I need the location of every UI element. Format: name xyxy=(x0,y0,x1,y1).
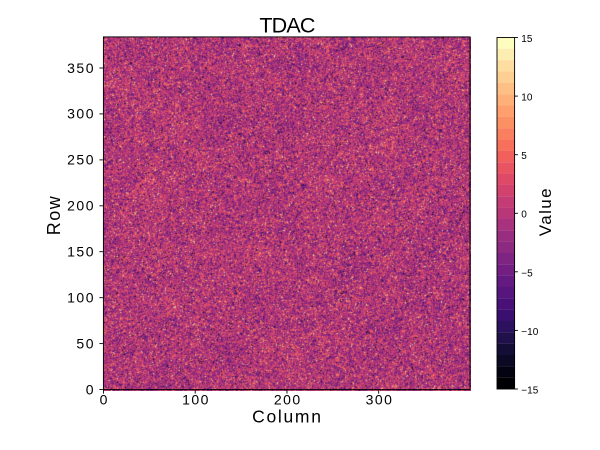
svg-text:50: 50 xyxy=(76,335,95,351)
svg-text:−10: −10 xyxy=(521,327,538,338)
svg-text:0: 0 xyxy=(86,381,95,397)
svg-text:300: 300 xyxy=(366,392,394,408)
svg-text:150: 150 xyxy=(67,244,95,260)
svg-text:100: 100 xyxy=(182,392,210,408)
svg-text:350: 350 xyxy=(67,60,95,76)
svg-text:250: 250 xyxy=(67,152,95,168)
svg-text:300: 300 xyxy=(67,106,95,122)
svg-text:200: 200 xyxy=(67,198,95,214)
svg-text:TDAC: TDAC xyxy=(259,14,315,38)
svg-text:0: 0 xyxy=(521,210,527,221)
svg-text:−15: −15 xyxy=(521,385,538,396)
svg-text:−5: −5 xyxy=(521,268,533,279)
svg-text:Column: Column xyxy=(252,407,323,427)
svg-text:Value: Value xyxy=(536,187,555,236)
svg-text:100: 100 xyxy=(67,290,95,306)
svg-text:Row: Row xyxy=(44,195,64,236)
svg-text:200: 200 xyxy=(274,392,302,408)
svg-text:5: 5 xyxy=(521,151,527,162)
svg-text:15: 15 xyxy=(521,34,533,45)
svg-text:0: 0 xyxy=(100,392,109,408)
svg-text:10: 10 xyxy=(521,93,533,104)
